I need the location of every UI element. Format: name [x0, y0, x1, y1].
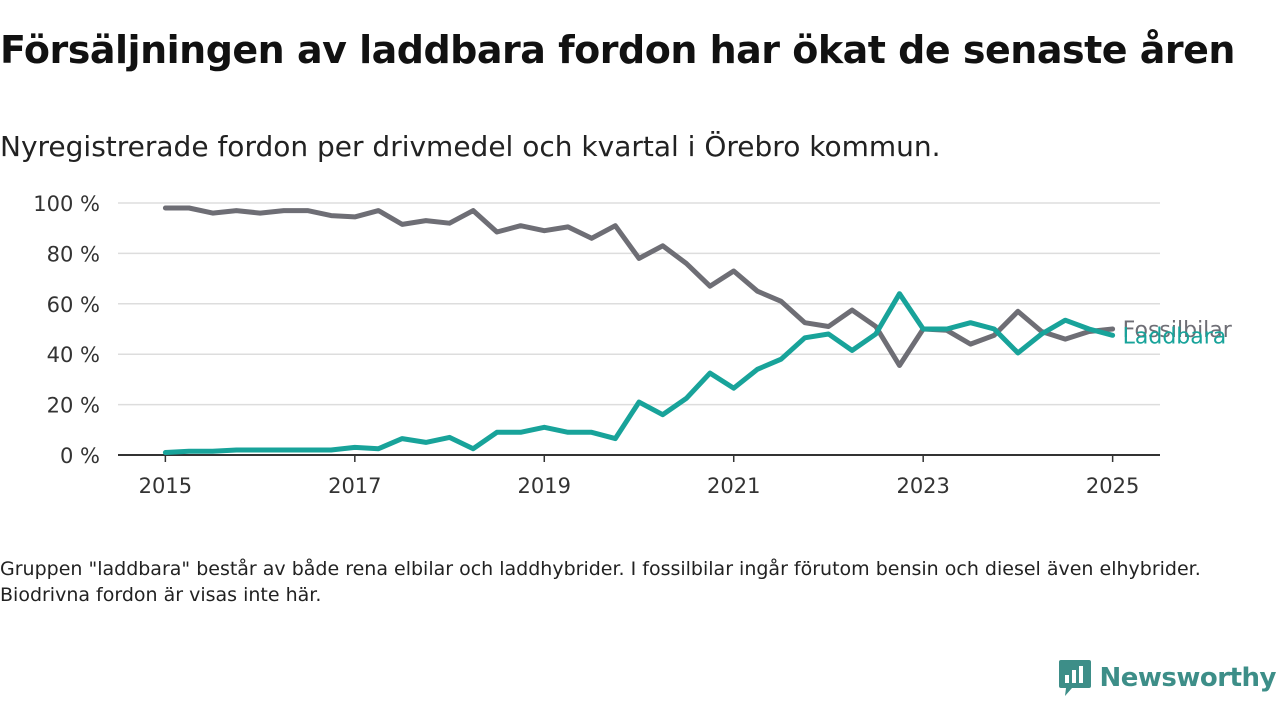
x-tick-label: 2017: [328, 474, 381, 498]
y-axis-tick-labels: 0 % 20 % 40 % 60 % 80 % 100 %: [33, 192, 100, 468]
y-tick-label: 100 %: [33, 192, 100, 216]
x-tick-label: 2025: [1086, 474, 1139, 498]
brand-name: Newsworthy: [1099, 663, 1277, 693]
y-tick-label: 60 %: [47, 293, 100, 317]
y-tick-label: 80 %: [47, 242, 100, 266]
series-line-fossilbilar: [162, 205, 1116, 368]
x-tick-label: 2023: [896, 474, 949, 498]
x-tick-label: 2021: [707, 474, 760, 498]
brand-logo: Newsworthy: [1058, 658, 1277, 698]
chart-title: Försäljningen av laddbara fordon har öka…: [0, 28, 1235, 72]
y-tick-label: 40 %: [47, 343, 100, 367]
gridlines: [118, 202, 1160, 406]
chart-subtitle: Nyregistrerade fordon per drivmedel och …: [0, 130, 941, 163]
footnote: Gruppen "laddbara" består av både rena e…: [0, 558, 1201, 606]
series-lines: [162, 205, 1116, 455]
line-chart: 0 % 20 % 40 % 60 % 80 % 100 % 2015 2017 2019 202…: [33, 192, 1233, 498]
x-tick-label: 2019: [518, 474, 571, 498]
x-tick-label: 2015: [139, 474, 192, 498]
x-axis-tick-labels: 2015 2017 2019 2021 2023 2025: [139, 455, 1139, 498]
y-tick-label: 20 %: [47, 394, 100, 418]
series-line-laddbara: [162, 291, 1116, 455]
bar-chart-speech-bubble-icon: [1058, 660, 1091, 696]
series-label-laddbara: Laddbara: [1123, 324, 1227, 349]
y-tick-label: 0 %: [60, 444, 100, 468]
series-label-fossilbilar: Fossilbilar: [1123, 318, 1233, 343]
